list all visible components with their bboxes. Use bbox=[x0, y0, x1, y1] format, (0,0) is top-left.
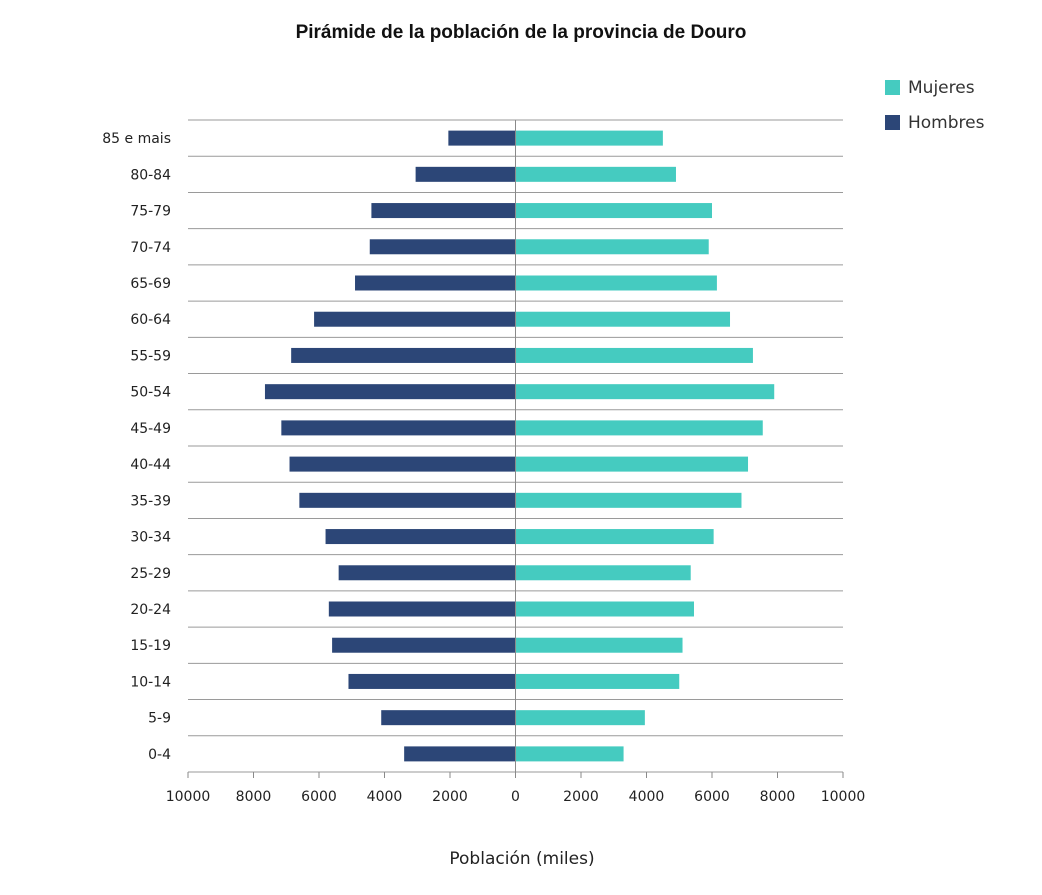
x-tick-label: 4000 bbox=[629, 789, 665, 805]
bar-mujeres-60-64 bbox=[515, 311, 731, 327]
bar-mujeres-5-9 bbox=[515, 710, 645, 726]
x-tick-label: 2000 bbox=[563, 789, 599, 805]
x-tick-label: 4000 bbox=[367, 789, 403, 805]
x-tick-label: 8000 bbox=[760, 789, 796, 805]
bar-mujeres-65-69 bbox=[515, 275, 717, 291]
legend: Mujeres Hombres bbox=[885, 78, 985, 133]
x-tick-label: 0 bbox=[511, 789, 520, 805]
bar-mujeres-10-14 bbox=[515, 673, 680, 689]
bar-hombres-25-29 bbox=[338, 565, 516, 581]
bar-mujeres-45-49 bbox=[515, 420, 763, 436]
category-label: 40-44 bbox=[130, 457, 171, 473]
bar-hombres-30-34 bbox=[325, 529, 516, 545]
x-tick-label: 10000 bbox=[166, 789, 211, 805]
x-tick-label: 6000 bbox=[301, 789, 337, 805]
category-label: 20-24 bbox=[130, 602, 171, 618]
bar-mujeres-0-4 bbox=[515, 746, 624, 762]
category-label: 50-54 bbox=[130, 385, 171, 401]
legend-label-mujeres: Mujeres bbox=[908, 78, 975, 98]
x-tick-labels: 10000 8000 6000 4000 2000 0 2000 4000 6000 8000 10… bbox=[166, 789, 866, 805]
category-label: 0-4 bbox=[148, 747, 171, 763]
category-label: 45-49 bbox=[130, 421, 171, 437]
bar-hombres-75-79 bbox=[371, 203, 516, 219]
category-label: 55-59 bbox=[130, 348, 171, 364]
bar-hombres-5-9 bbox=[381, 710, 516, 726]
bar-mujeres-30-34 bbox=[515, 529, 714, 545]
bar-mujeres-35-39 bbox=[515, 492, 742, 508]
bar-hombres-0-4 bbox=[404, 746, 516, 762]
bar-hombres-35-39 bbox=[299, 492, 516, 508]
bar-hombres-15-19 bbox=[332, 637, 516, 653]
bar-hombres-55-59 bbox=[291, 347, 516, 363]
category-label: 70-74 bbox=[130, 240, 171, 256]
x-tick-label: 8000 bbox=[236, 789, 272, 805]
bar-hombres-80-84 bbox=[415, 166, 516, 182]
category-label: 25-29 bbox=[130, 566, 171, 582]
x-tick-label: 2000 bbox=[432, 789, 468, 805]
bar-mujeres-50-54 bbox=[515, 384, 775, 400]
bars bbox=[264, 130, 775, 762]
category-label: 75-79 bbox=[130, 204, 171, 220]
legend-label-hombres: Hombres bbox=[908, 113, 985, 133]
bar-hombres-40-44 bbox=[289, 456, 516, 472]
bar-mujeres-20-24 bbox=[515, 601, 694, 617]
x-axis-title: Población (miles) bbox=[449, 849, 594, 869]
bar-hombres-65-69 bbox=[355, 275, 516, 291]
bar-mujeres-75-79 bbox=[515, 203, 712, 219]
bar-hombres-45-49 bbox=[281, 420, 516, 436]
bar-mujeres-15-19 bbox=[515, 637, 683, 653]
category-labels: 0-4 5-9 10-14 15-19 20-24 25-29 30-34 35-39 40-4… bbox=[102, 131, 171, 763]
bar-hombres-20-24 bbox=[328, 601, 516, 617]
category-label: 65-69 bbox=[130, 276, 171, 292]
x-tick-label: 10000 bbox=[821, 789, 866, 805]
bar-hombres-50-54 bbox=[264, 384, 516, 400]
bar-hombres-10-14 bbox=[348, 673, 516, 689]
category-label: 30-34 bbox=[130, 530, 171, 546]
bar-mujeres-40-44 bbox=[515, 456, 749, 472]
bar-mujeres-80-84 bbox=[515, 166, 676, 182]
x-tick-label: 6000 bbox=[694, 789, 730, 805]
bar-hombres-85-e-mais bbox=[448, 130, 516, 146]
category-label: 35-39 bbox=[130, 493, 171, 509]
legend-swatch-mujeres bbox=[885, 80, 900, 95]
category-label: 5-9 bbox=[148, 711, 171, 727]
bar-mujeres-55-59 bbox=[515, 347, 753, 363]
bar-mujeres-85-e-mais bbox=[515, 130, 663, 146]
category-label: 85 e mais bbox=[102, 131, 171, 147]
chart-title: Pirámide de la población de la provincia… bbox=[295, 22, 747, 43]
category-label: 60-64 bbox=[130, 312, 171, 328]
bar-hombres-70-74 bbox=[369, 239, 516, 255]
category-label: 15-19 bbox=[130, 638, 171, 654]
legend-swatch-hombres bbox=[885, 115, 900, 130]
category-label: 10-14 bbox=[130, 674, 171, 690]
bar-mujeres-25-29 bbox=[515, 565, 691, 581]
bar-mujeres-70-74 bbox=[515, 239, 709, 255]
bar-hombres-60-64 bbox=[314, 311, 516, 327]
axes bbox=[187, 120, 844, 778]
category-label: 80-84 bbox=[130, 167, 171, 183]
